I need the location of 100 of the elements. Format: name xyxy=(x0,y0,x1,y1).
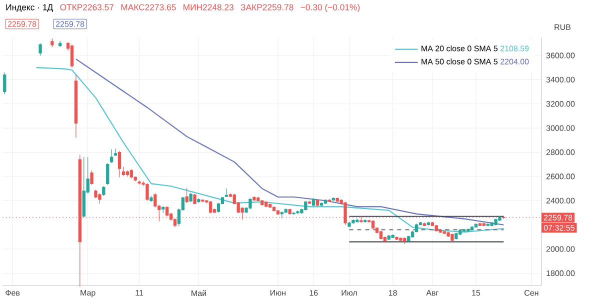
candlestick xyxy=(150,196,153,202)
candlestick xyxy=(272,206,276,212)
y-tick-label: 3400.00 xyxy=(546,76,575,83)
y-tick-label: 2000.00 xyxy=(546,246,575,252)
candlestick xyxy=(395,236,398,240)
candlestick xyxy=(209,200,212,214)
x-tick-label: 11 xyxy=(136,290,144,296)
candlestick xyxy=(324,199,328,204)
candlestick xyxy=(486,223,490,227)
candlestick xyxy=(38,43,42,56)
y-tick-label: 2800.00 xyxy=(546,149,575,156)
x-tick-label: 16 xyxy=(310,290,318,296)
candlestick xyxy=(201,198,204,202)
candlestick xyxy=(482,222,486,227)
candlestick xyxy=(312,198,316,206)
candlestick xyxy=(70,44,74,68)
candlestick xyxy=(138,180,141,185)
candlestick xyxy=(320,202,324,207)
candlestick xyxy=(466,228,470,232)
candlestick xyxy=(268,203,272,208)
x-tick-label: Сен xyxy=(524,290,538,296)
y-tick-label: 3200.00 xyxy=(546,101,575,107)
candlestick xyxy=(82,156,86,218)
candlestick xyxy=(118,150,122,178)
candlestick xyxy=(260,200,264,206)
y-axis-title: RUB xyxy=(554,24,571,30)
candlestick xyxy=(276,210,280,216)
candlestick xyxy=(426,222,430,226)
candlestick xyxy=(399,237,402,242)
candlestick xyxy=(336,197,339,202)
candlestick xyxy=(364,219,367,223)
candlestick xyxy=(50,38,54,48)
x-tick-label: Авг xyxy=(426,290,438,296)
candlestick xyxy=(391,234,394,238)
candlestick xyxy=(407,235,410,242)
candlestick xyxy=(130,168,133,179)
candlestick xyxy=(288,208,292,215)
candlestick xyxy=(90,170,94,186)
chart-title: Индекс · 1Д xyxy=(6,4,53,12)
candlestick xyxy=(248,198,252,210)
candlestick xyxy=(292,212,296,215)
candlestick xyxy=(3,72,6,94)
legend-label: MA 20 close 0 SMA 5 xyxy=(422,45,498,52)
x-tick-label: Мар xyxy=(80,290,96,298)
text: 2259.78 xyxy=(56,21,84,27)
candlestick xyxy=(146,182,149,201)
candlestick xyxy=(252,196,256,201)
candlestick xyxy=(438,228,442,234)
candlestick xyxy=(446,232,450,238)
candlestick xyxy=(189,192,192,202)
candlestick xyxy=(296,210,300,214)
x-tick-label: Май xyxy=(192,290,206,296)
text: МИН2248.23 xyxy=(184,4,234,10)
candlestick xyxy=(102,186,106,196)
candlestick xyxy=(224,188,228,198)
candlestick xyxy=(478,222,482,226)
candlestick xyxy=(308,200,312,204)
y-tick-label: 2400.00 xyxy=(546,198,575,204)
candlestick xyxy=(352,219,355,224)
text: МАКС2273.65 xyxy=(121,4,176,10)
candlestick xyxy=(98,193,102,204)
legend-label: MA 50 close 0 SMA 5 xyxy=(422,58,498,64)
y-tick-label: 3600.00 xyxy=(546,52,575,58)
ref-line-label: 2259.78 xyxy=(544,214,572,220)
candlestick xyxy=(126,170,129,177)
candlestick xyxy=(462,228,466,232)
candlestick xyxy=(450,233,454,242)
candlestick xyxy=(332,197,335,201)
text: ОТКР2263.57 xyxy=(60,4,114,10)
candlestick xyxy=(434,224,438,232)
candlestick xyxy=(348,222,351,228)
candlestick xyxy=(403,237,406,244)
candlestick xyxy=(264,200,268,208)
candlestick xyxy=(422,222,426,226)
x-tick-label: Июн xyxy=(270,290,286,296)
annotation: 2108.59 xyxy=(500,46,529,52)
candlestick xyxy=(256,196,260,202)
candlestick xyxy=(58,40,62,48)
text: −0.30 (−0.01%) xyxy=(300,4,360,12)
candlestick xyxy=(379,230,382,240)
x-tick-label: Фев xyxy=(6,290,20,296)
y-tick-label: 3000.00 xyxy=(546,125,575,131)
candlestick xyxy=(165,206,169,217)
candlestick xyxy=(304,200,308,211)
candlestick xyxy=(316,198,320,206)
text: ЗАКР2259.78 xyxy=(240,4,294,10)
candlestick xyxy=(193,194,196,205)
candlestick xyxy=(458,228,462,236)
candlestick xyxy=(114,148,118,156)
candlestick xyxy=(122,166,126,176)
text: 07:32:55 xyxy=(544,224,574,231)
candlestick xyxy=(498,215,502,222)
candlestick xyxy=(162,206,165,214)
candlestick xyxy=(197,198,200,203)
x-tick-label: 15 xyxy=(472,290,480,296)
candlestick xyxy=(74,74,78,138)
x-tick-label: Июл xyxy=(342,290,357,296)
candlestick xyxy=(371,220,375,230)
candlestick xyxy=(387,234,390,240)
x-tick-label: 18 xyxy=(388,290,397,296)
